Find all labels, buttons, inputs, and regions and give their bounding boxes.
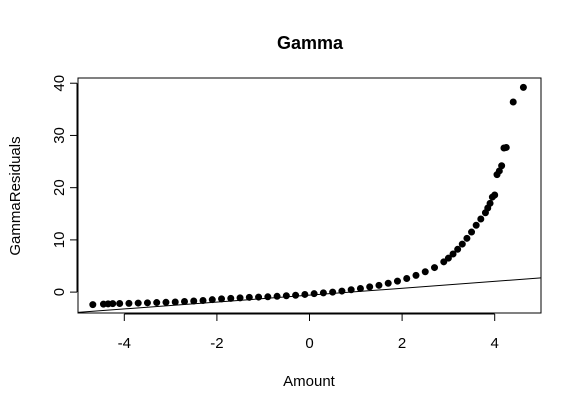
- data-point: [180, 298, 188, 306]
- data-point: [319, 289, 327, 297]
- y-tick-label: 30: [51, 127, 68, 144]
- y-axis-label: GammaResiduals: [7, 136, 24, 255]
- x-tick-label: 4: [491, 335, 499, 352]
- data-point: [502, 143, 510, 151]
- x-tick-label: -4: [118, 335, 131, 352]
- data-point: [190, 297, 198, 305]
- data-point: [116, 299, 124, 307]
- data-point: [143, 299, 151, 307]
- plot-area: [77, 77, 542, 314]
- data-point: [236, 294, 244, 302]
- data-point: [171, 298, 179, 306]
- data-point: [486, 199, 494, 207]
- y-tick-label: 0: [51, 288, 68, 296]
- data-point: [384, 279, 392, 287]
- reference-line-layer: [77, 277, 542, 313]
- y-axis: 0 10 20 30 40: [51, 75, 78, 296]
- data-point: [477, 215, 485, 223]
- x-tick-label: 2: [398, 335, 406, 352]
- data-point: [421, 268, 429, 276]
- data-point: [449, 250, 457, 258]
- data-point: [347, 286, 355, 294]
- data-point: [162, 298, 170, 306]
- data-point: [310, 290, 318, 298]
- data-point: [431, 264, 439, 272]
- data-point: [338, 287, 346, 295]
- x-axis-label: Amount: [283, 373, 336, 390]
- data-point: [227, 294, 235, 302]
- y-tick-label: 10: [51, 232, 68, 249]
- data-point: [134, 299, 142, 307]
- data-point: [519, 83, 527, 91]
- data-point: [292, 291, 300, 299]
- data-point: [199, 296, 207, 304]
- data-point: [498, 162, 506, 170]
- data-point: [393, 277, 401, 285]
- x-tick-label: -2: [210, 335, 223, 352]
- plot-frame: [77, 77, 542, 314]
- data-point: [218, 295, 226, 303]
- data-point: [273, 292, 281, 300]
- data-point: [366, 283, 374, 291]
- points-layer: [89, 83, 527, 309]
- data-point: [454, 245, 462, 253]
- x-axis: -4 -2 0 2 4: [118, 313, 499, 352]
- data-point: [301, 290, 309, 298]
- data-point: [472, 221, 480, 229]
- data-point: [125, 299, 133, 307]
- data-point: [109, 300, 117, 308]
- chart-title: Gamma: [277, 33, 344, 53]
- data-point: [468, 228, 476, 236]
- data-point: [329, 288, 337, 296]
- data-point: [153, 299, 161, 307]
- reference-line: [77, 277, 542, 313]
- data-point: [245, 293, 253, 301]
- x-tick-label: 0: [305, 335, 313, 352]
- data-point: [375, 281, 383, 289]
- data-point: [403, 275, 411, 283]
- data-point: [255, 293, 263, 301]
- y-tick-label: 40: [51, 75, 68, 92]
- y-tick-label: 20: [51, 179, 68, 196]
- data-point: [412, 271, 420, 279]
- data-point: [282, 292, 290, 300]
- data-point: [458, 240, 466, 248]
- data-point: [444, 254, 452, 262]
- data-point: [491, 191, 499, 199]
- data-point: [264, 293, 272, 301]
- data-point: [356, 284, 364, 292]
- data-point: [463, 234, 471, 242]
- data-point: [89, 301, 97, 309]
- data-point: [208, 296, 216, 304]
- data-point: [440, 258, 448, 266]
- data-point: [509, 98, 517, 106]
